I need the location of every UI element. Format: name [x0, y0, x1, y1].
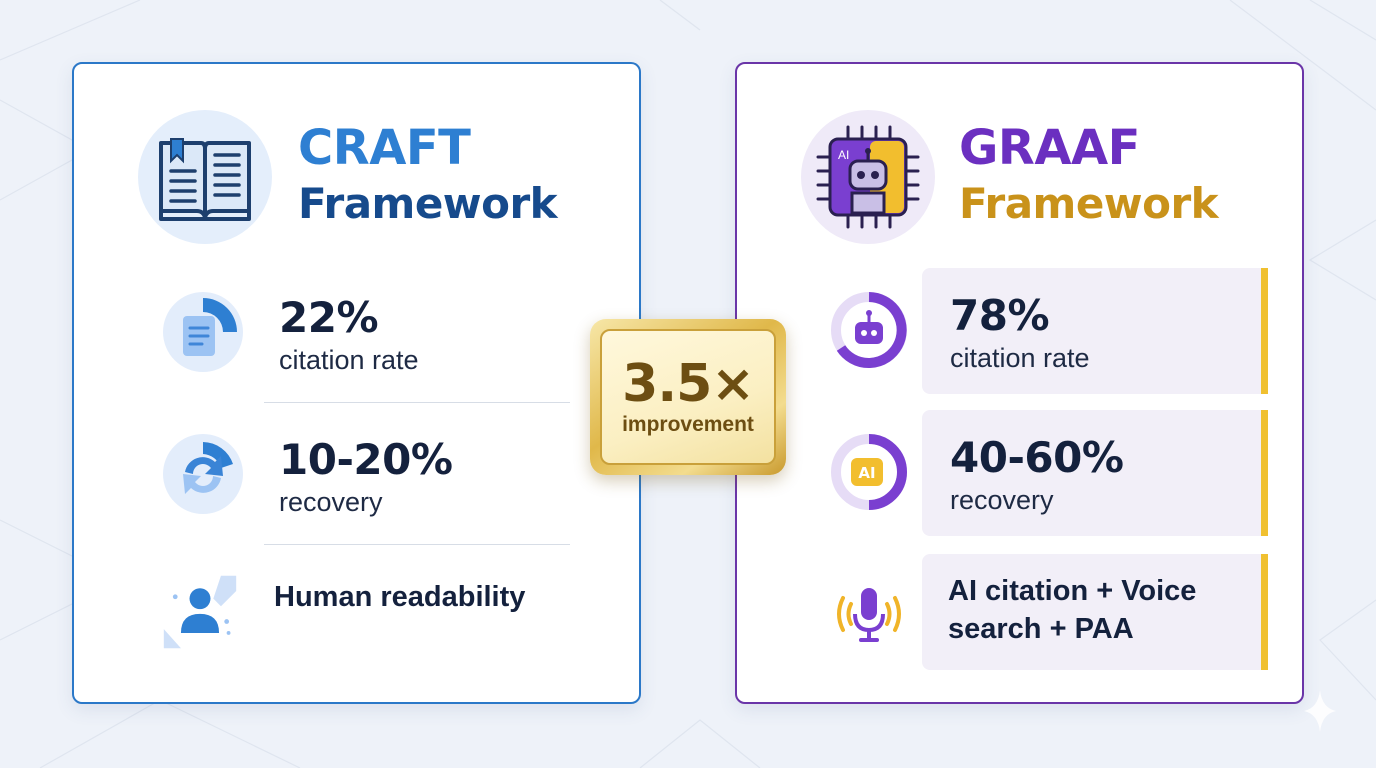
craft-metric-citation: 22% citation rate — [74, 284, 639, 404]
improvement-value: 3.5× — [622, 354, 755, 414]
craft-readability-text: Human readability — [274, 581, 526, 613]
graaf-title: GRAAF — [959, 120, 1140, 176]
chip-ai-text: AI — [838, 148, 849, 162]
graaf-subtitle: Framework — [959, 179, 1219, 228]
craft-card: CRAFT Framework 22% citation rate 10-20 — [72, 62, 641, 704]
craft-header: CRAFT Framework — [138, 110, 618, 244]
graaf-recovery-value: 40-60% — [950, 433, 1124, 482]
craft-recovery-value: 10-20% — [279, 435, 453, 484]
graaf-citation-label: citation rate — [950, 343, 1090, 373]
graaf-metric-citation: 78% citation rate — [922, 268, 1268, 394]
craft-citation-label: citation rate — [279, 345, 419, 375]
craft-recovery-label: recovery — [279, 487, 383, 517]
graaf-card: AI GRAAF Framework 78% citation rate 40-… — [735, 62, 1304, 704]
sparkle-icon — [1304, 690, 1336, 732]
robot-gauge-icon — [829, 290, 909, 370]
divider — [264, 544, 570, 545]
divider — [264, 402, 570, 403]
craft-title: CRAFT — [298, 120, 471, 176]
improvement-badge: 3.5× improvement — [590, 319, 786, 475]
graaf-recovery-label: recovery — [950, 485, 1054, 515]
craft-metric-recovery: 10-20% recovery — [74, 426, 639, 546]
ai-gauge-icon: AI — [829, 432, 909, 512]
improvement-badge-inner: 3.5× improvement — [600, 329, 776, 465]
graaf-citation-value: 78% — [950, 291, 1050, 340]
ai-chip-robot-icon: AI — [801, 110, 935, 244]
craft-subtitle: Framework — [298, 179, 558, 228]
gauge-ai-text: AI — [858, 464, 875, 482]
graaf-metric-recovery: 40-60% recovery — [922, 410, 1268, 536]
craft-metric-readability: Human readability — [74, 564, 639, 664]
improvement-label: improvement — [622, 413, 754, 436]
microphone-icon — [829, 574, 909, 654]
graaf-header: AI GRAAF Framework — [801, 110, 1281, 244]
open-book-icon — [138, 110, 272, 244]
graaf-channels-text: AI citation + Voice search + PAA — [948, 575, 1197, 645]
recovery-arrows-icon — [163, 434, 243, 514]
craft-citation-value: 22% — [279, 293, 379, 342]
graaf-metric-channels: AI citation + Voice search + PAA — [922, 554, 1268, 670]
document-icon — [163, 292, 243, 372]
person-icon — [160, 572, 240, 652]
